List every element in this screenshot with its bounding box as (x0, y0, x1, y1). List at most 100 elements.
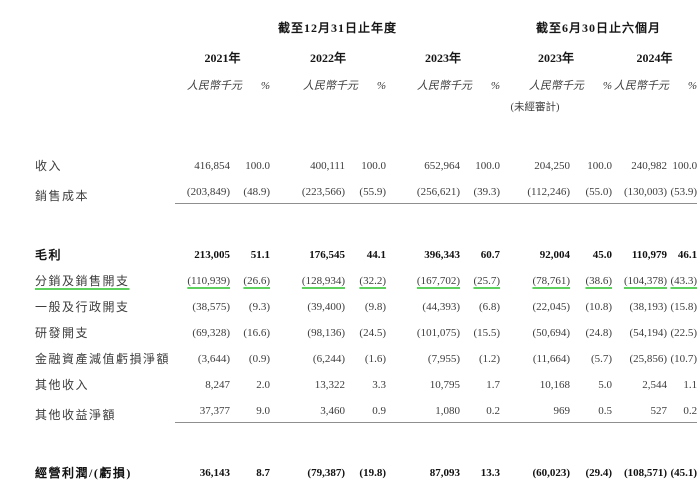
percent-cell: 9.0 (230, 393, 270, 423)
percent-cell: 1.1 (683, 379, 698, 392)
percent-cell: (48.9) (230, 174, 270, 204)
percent-cell: (24.5) (359, 327, 386, 340)
income-statement-table: 截至12月31日止年度 截至6月30日止六個月 2021年 2022年 2023年 2… (35, 8, 698, 481)
percent-cell: 0.5 (570, 393, 613, 423)
amount-cell: (50,694) (532, 327, 571, 340)
unaudited-note: (未經審計) (510, 101, 560, 113)
units-header-1: 人民幣千元% (270, 66, 386, 94)
row-label: 其他收益淨額 (35, 407, 117, 422)
amount-cell: (38,193) (629, 301, 668, 314)
currency-unit-label: 人民幣千元 (528, 80, 584, 93)
units-header-row: 人民幣千元% 人民幣千元% 人民幣千元% 人民幣千元% 人民幣千元% (35, 66, 697, 94)
percent-cell: 100.0 (672, 160, 698, 173)
header-body-gap (35, 114, 697, 148)
amount-cell: 969 (500, 393, 571, 423)
table-row: 毛利 213,005 51.1 176,545 44.1 396,343 60.7 92,00… (35, 237, 697, 263)
row-label: 銷售成本 (35, 188, 90, 203)
amount-cell: (256,621) (386, 174, 460, 204)
amount-cell: 3,460 (270, 393, 345, 423)
unaudited-row: (未經審計) (35, 94, 697, 114)
amount-cell: (39,400) (307, 301, 345, 314)
amount-cell: 416,854 (194, 160, 230, 173)
amount-cell: 2,544 (642, 379, 668, 392)
units-header-4: 人民幣千元% (612, 66, 697, 94)
currency-unit-label: 人民幣千元 (302, 80, 358, 93)
percent-cell: (19.8) (359, 467, 386, 480)
amount-cell: (203,849) (175, 174, 230, 204)
row-label: 研發開支 (35, 326, 90, 340)
amount-cell: (112,246) (500, 174, 571, 204)
amount-cell: (38,575) (192, 301, 230, 314)
percent-cell: (55.0) (570, 174, 613, 204)
percent-cell: (15.5) (473, 327, 501, 340)
amount-cell: (7,955) (427, 353, 460, 366)
year-header-1: 2022年 (309, 51, 346, 65)
amount-cell: 92,004 (539, 249, 571, 262)
units-header-0: 人民幣千元% (175, 66, 270, 94)
percent-cell: 0.9 (345, 393, 386, 423)
amount-cell: 213,005 (194, 249, 230, 262)
amount-cell: 1,080 (386, 393, 460, 423)
amount-cell: 527 (612, 393, 668, 423)
percent-cell: 1.7 (486, 379, 501, 392)
percent-cell: (22.5) (670, 327, 698, 340)
percent-cell: (16.6) (243, 327, 270, 340)
amount-cell: (98,136) (307, 327, 345, 340)
percent-cell: 100.0 (361, 160, 386, 173)
amount-cell: (3,644) (197, 353, 230, 366)
amount-cell: 13,322 (314, 379, 345, 392)
amount-cell: 8,247 (205, 379, 230, 392)
table-row: 經營利潤/(虧損) 36,143 8.7 (79,387) (19.8) 87,093 13… (35, 455, 697, 481)
percent-cell: 8.7 (256, 467, 270, 480)
period-group-annual-title: 截至12月31日止年度 (278, 21, 398, 35)
row-label: 金融資產減值虧損淨額 (35, 352, 171, 366)
percent-cell: (32.2) (359, 275, 386, 288)
percent-cell: (43.3) (670, 275, 698, 288)
percent-cell: (45.1) (670, 467, 698, 480)
row-label: 分銷及銷售開支 (35, 274, 130, 288)
percent-cell: (24.8) (585, 327, 613, 340)
percent-cell: (0.9) (248, 353, 270, 366)
table-row: 金融資產減值虧損淨額 (3,644) (0.9) (6,244) (1.6) (7,955… (35, 341, 697, 367)
amount-cell: (25,856) (629, 353, 668, 366)
currency-unit-label: 人民幣千元 (416, 80, 472, 93)
currency-unit-label: 人民幣千元 (186, 80, 242, 93)
amount-cell: 10,168 (539, 379, 571, 392)
amount-cell: (101,075) (416, 327, 460, 340)
amount-cell: (108,571) (623, 467, 668, 480)
amount-cell: (130,003) (612, 174, 668, 204)
year-header-4: 2024年 (636, 51, 673, 65)
amount-cell: (128,934) (301, 275, 345, 288)
amount-cell: 396,343 (424, 249, 460, 262)
percent-cell: 51.1 (250, 249, 270, 262)
amount-cell: 240,982 (631, 160, 668, 173)
percent-cell: (6.8) (478, 301, 501, 314)
amount-cell: 110,979 (631, 249, 668, 262)
percent-cell: 0.2 (460, 393, 501, 423)
amount-cell: (6,244) (312, 353, 345, 366)
amount-cell: (69,328) (192, 327, 230, 340)
row-label: 一般及行政開支 (35, 300, 130, 314)
header-spacer-cell (35, 8, 175, 36)
table-row: 一般及行政開支 (38,575) (9.3) (39,400) (9.8) (44,393… (35, 289, 697, 315)
percent-cell: 100.0 (475, 160, 501, 173)
table-row: 其他收益淨額 37,377 9.0 3,460 0.9 1,080 0.2 969 0.5 527… (35, 393, 698, 423)
percent-cell: (1.2) (478, 353, 501, 366)
percent-cell: 13.3 (480, 467, 501, 480)
percent-cell: (25.7) (473, 275, 501, 288)
amount-cell: (78,761) (532, 275, 571, 288)
row-label: 毛利 (35, 248, 63, 262)
percent-cell: 100.0 (245, 160, 270, 173)
percent-cell: (5.7) (590, 353, 613, 366)
period-group-interim-title: 截至6月30日止六個月 (536, 21, 662, 35)
header-spacer-cell (35, 94, 500, 114)
spacer-row (35, 204, 697, 238)
amount-cell: (44,393) (422, 301, 460, 314)
year-header-3: 2023年 (538, 51, 575, 65)
percent-label: % (260, 80, 270, 93)
percent-cell: 0.2 (667, 393, 698, 423)
amount-cell: (110,939) (187, 275, 230, 288)
amount-cell: (79,387) (307, 467, 345, 480)
percent-label: % (490, 80, 501, 93)
